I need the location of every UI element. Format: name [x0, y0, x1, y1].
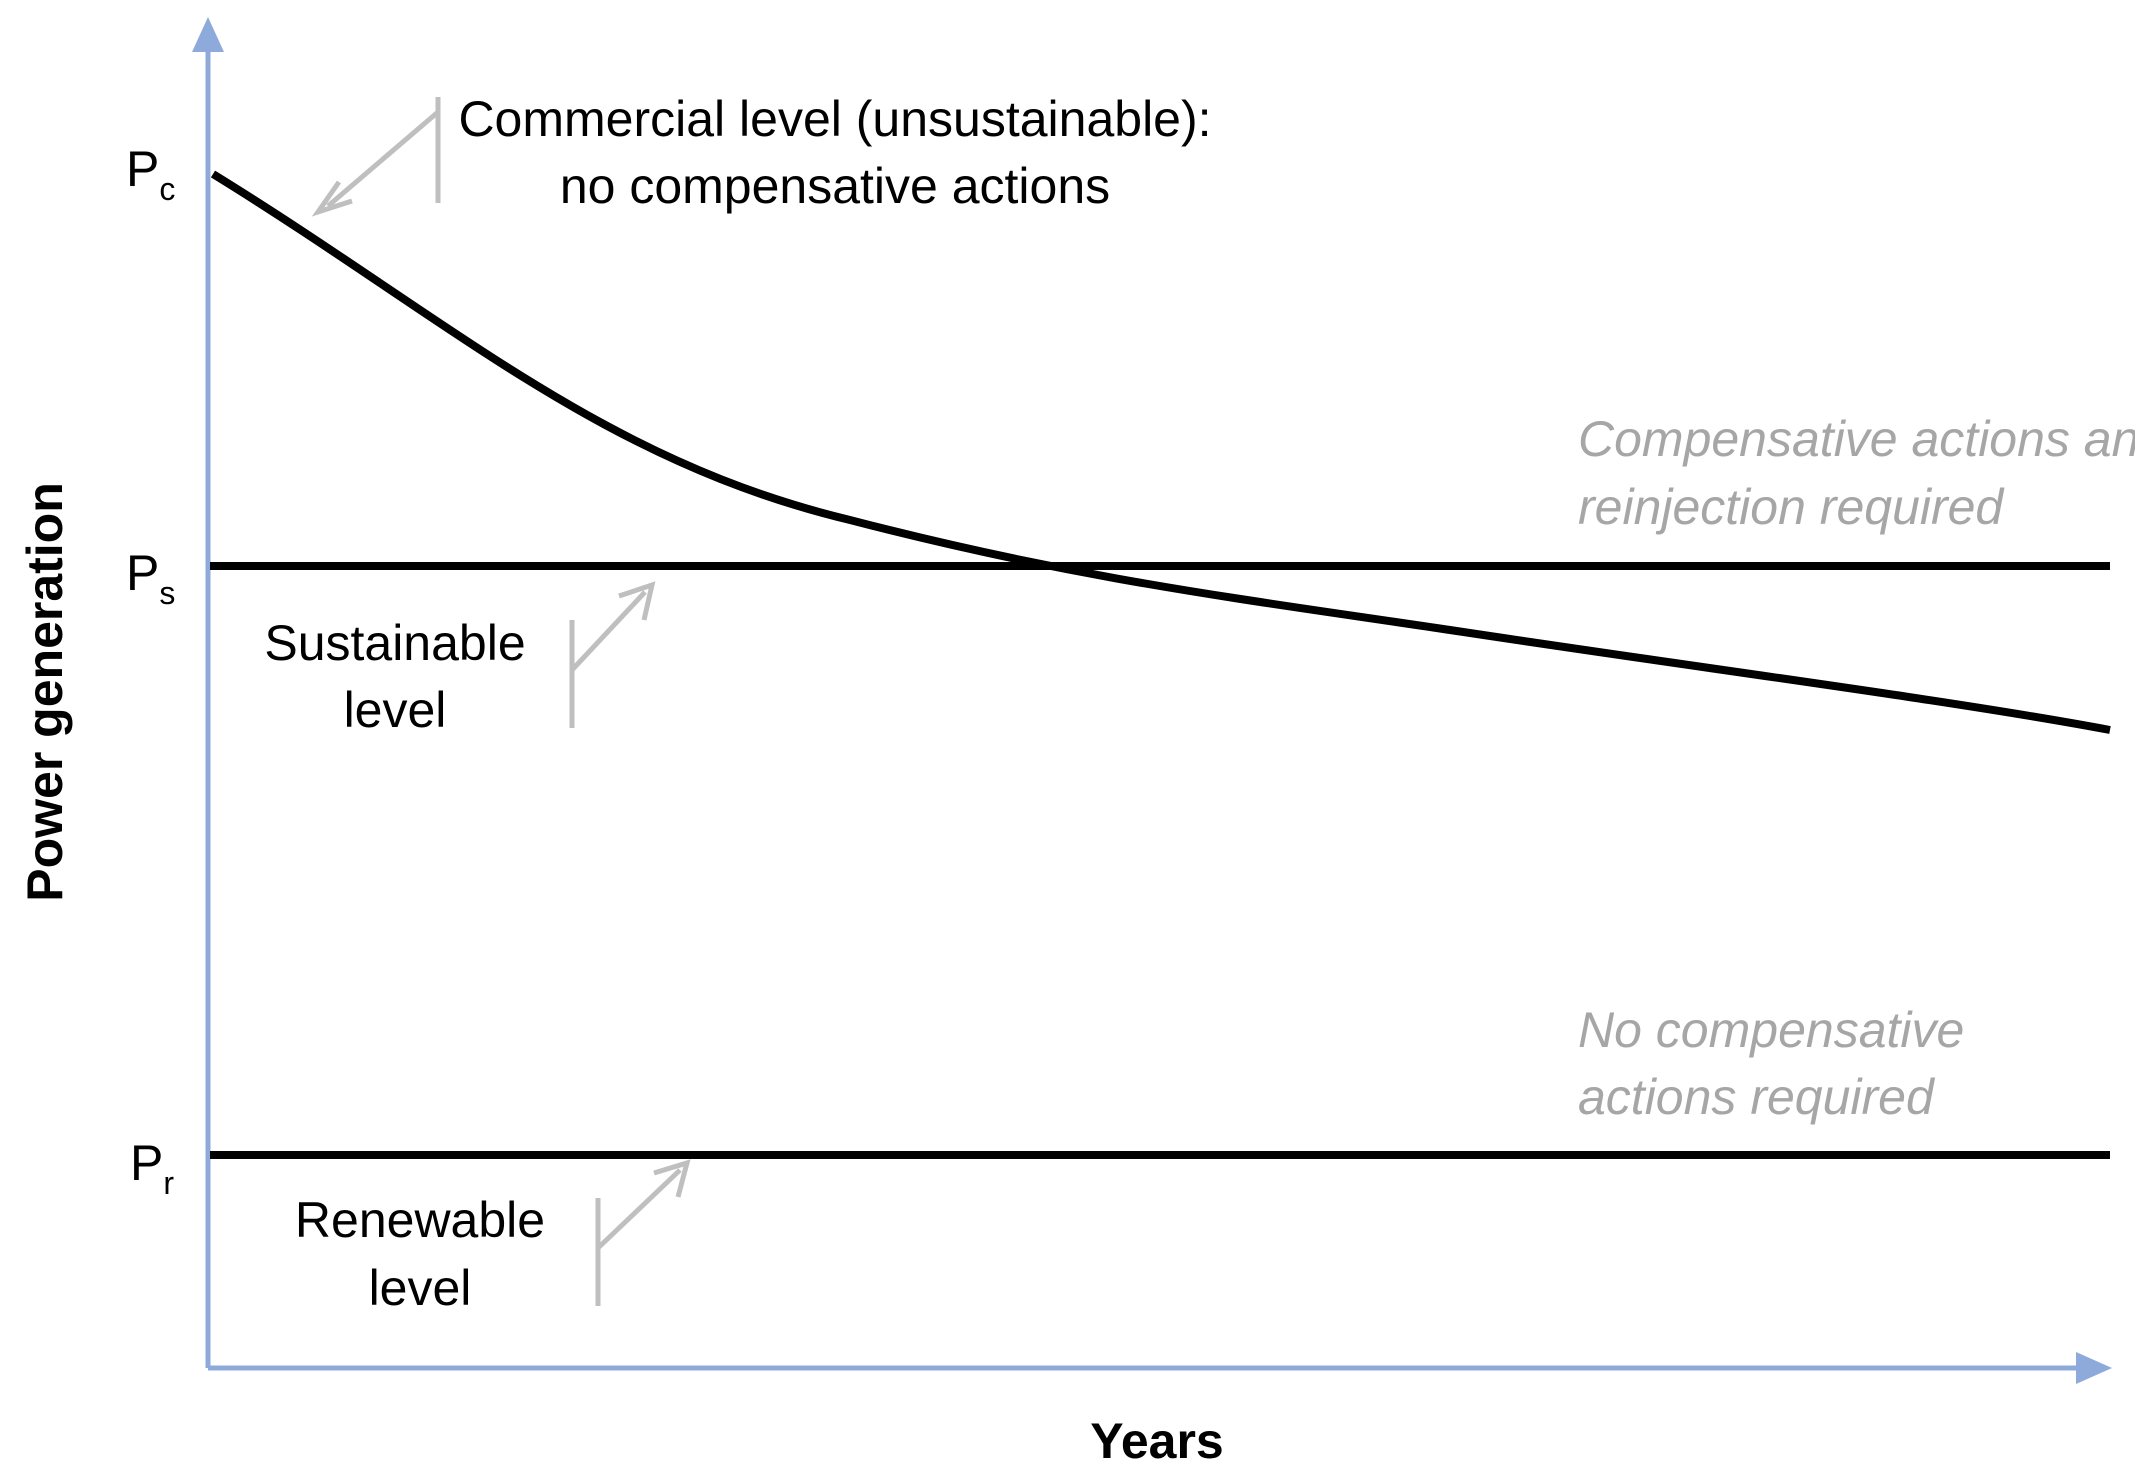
- renewable-label-line1: Renewable: [295, 1192, 545, 1248]
- x-axis-title: Years: [1090, 1413, 1223, 1469]
- level-symbol-sustainable: Ps: [126, 545, 175, 611]
- level-symbol-renewable: Pr: [130, 1135, 174, 1201]
- commercial-label-line2: no compensative actions: [560, 158, 1110, 214]
- sustainable-pointer: [569, 581, 656, 728]
- commercial-label-line1: Commercial level (unsustainable):: [458, 91, 1211, 147]
- renewable-pointer: [595, 1159, 691, 1306]
- note-compensative-line2: reinjection required: [1578, 479, 2005, 535]
- note-none-line2: actions required: [1578, 1069, 1936, 1125]
- sustainable-label-line1: Sustainable: [264, 615, 525, 671]
- sustainable-label-line2: level: [344, 682, 447, 738]
- note-none-line1: No compensative: [1578, 1002, 1964, 1058]
- commercial-pointer: [311, 97, 441, 217]
- commercial-decline-curve: [210, 170, 2111, 734]
- renewable-label-line2: level: [369, 1260, 472, 1316]
- x-axis-arrowhead: [2076, 1352, 2112, 1384]
- y-axis-arrowhead: [192, 17, 224, 52]
- y-axis-title: Power generation: [17, 482, 73, 902]
- level-symbol-commercial: Pc: [126, 141, 175, 207]
- note-compensative-line1: Compensative actions and: [1578, 411, 2135, 467]
